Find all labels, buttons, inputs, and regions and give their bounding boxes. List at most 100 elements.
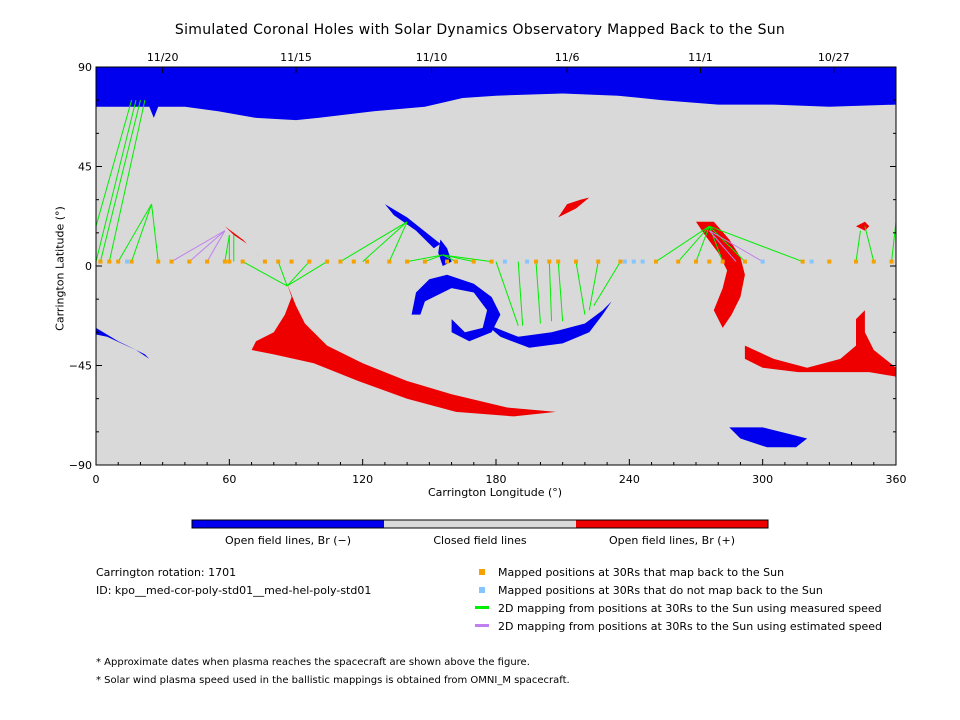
measured-mapping-line <box>388 221 408 262</box>
mapped-position-point <box>338 259 343 264</box>
mapped-position-point <box>405 259 410 264</box>
measured-mapping-line <box>131 203 153 262</box>
legend-mapped-label: Mapped positions at 30Rs that map back t… <box>498 566 785 579</box>
measured-mapping-line <box>855 230 861 262</box>
measured-mapping-line <box>442 254 457 263</box>
plot-area <box>96 67 896 465</box>
colorbar-closed <box>384 520 576 528</box>
mapped-position-point <box>574 259 578 264</box>
x-axis-label: Carrington Longitude (°) <box>427 486 563 499</box>
unmapped-position-point <box>622 259 627 264</box>
estimated-mapping-line <box>709 230 763 263</box>
mapped-position-point <box>827 259 832 264</box>
measured-mapping-line <box>442 254 492 263</box>
mapped-position-point <box>889 259 894 264</box>
mapped-position-point <box>707 259 712 264</box>
y-tick-label: −45 <box>69 360 92 373</box>
mapped-position-point <box>596 259 601 264</box>
legend-mapped-swatch <box>479 569 485 575</box>
measured-mapping-line <box>695 226 710 262</box>
mapped-position-point <box>489 259 494 264</box>
measured-mapping-line <box>709 225 803 263</box>
mapped-position-point <box>107 259 112 264</box>
legend-not-mapped-swatch <box>479 587 485 593</box>
coronal-hole-positive-9 <box>251 283 556 417</box>
mapped-position-point <box>422 259 427 264</box>
measured-mapping-line <box>277 261 288 287</box>
date-tick-label: 11/20 <box>147 51 179 64</box>
measured-mapping-line <box>151 204 159 262</box>
measured-mapping-line <box>95 100 133 227</box>
colorbar-frame <box>191 519 769 529</box>
estimated-mapping-line <box>171 230 226 263</box>
measured-mapping-line <box>593 261 621 307</box>
mapped-position-point <box>240 259 245 264</box>
y-axis-label: Carrington Latitude (°) <box>53 206 67 331</box>
unmapped-position-point <box>125 259 130 264</box>
measured-mapping-line <box>242 261 288 287</box>
date-tick-label: 11/10 <box>416 51 448 64</box>
mapped-position-point <box>129 259 134 264</box>
mapped-position-point <box>98 259 103 264</box>
unmapped-position-point <box>760 259 765 264</box>
legend-not-mapped-label: Mapped positions at 30Rs that do not map… <box>498 584 823 597</box>
mapped-position-point <box>116 259 121 264</box>
unmapped-position-point <box>809 259 814 264</box>
mapped-position-point <box>654 259 658 264</box>
measured-mapping-line <box>575 261 586 315</box>
y-tick-label: 90 <box>78 61 92 74</box>
mapped-position-point <box>289 259 294 264</box>
mapped-position-point <box>169 259 174 264</box>
mapped-position-point <box>325 259 330 264</box>
measured-mapping-line <box>99 100 141 262</box>
mapped-position-point <box>854 259 858 264</box>
measured-mapping-line <box>708 225 746 262</box>
mapped-position-point <box>187 259 192 264</box>
coronal-hole-negative-4 <box>411 274 501 342</box>
mapped-position-point <box>365 259 370 264</box>
mapped-position-point <box>547 259 552 264</box>
measured-mapping-line <box>286 261 328 287</box>
mapped-position-point <box>307 259 312 264</box>
mapped-position-point <box>276 259 281 264</box>
x-tick-label: 0 <box>93 473 100 486</box>
estimated-mapping-line <box>189 230 226 262</box>
measured-mapping-line <box>588 261 599 311</box>
legend-measured-swatch <box>475 606 489 609</box>
x-tick-label: 300 <box>752 473 773 486</box>
measured-mapping-line <box>864 226 875 262</box>
measured-mapping-line <box>407 254 443 263</box>
footnote-speed: * Solar wind plasma speed used in the ba… <box>96 675 570 686</box>
mapped-position-point <box>800 259 805 264</box>
mapped-position-point <box>676 259 681 264</box>
measured-mapping-line <box>495 261 519 326</box>
unmapped-position-point <box>631 259 636 264</box>
y-tick-label: −90 <box>69 459 92 472</box>
measured-mapping-line <box>655 225 710 262</box>
mapped-position-point <box>454 259 458 264</box>
measured-mapping-line <box>548 261 553 322</box>
carrington-rotation: Carrington rotation: 1701 <box>96 566 237 579</box>
measured-mapping-line <box>557 261 564 322</box>
measured-mapping-line <box>424 254 443 263</box>
unmapped-position-point <box>525 259 530 264</box>
measured-mapping-line <box>362 221 408 262</box>
colorbar-label-closed: Closed field lines <box>433 534 527 547</box>
colorbar-positive <box>576 520 768 528</box>
mapped-position-point <box>227 259 232 264</box>
y-tick-label: 0 <box>85 260 92 273</box>
unmapped-position-point <box>502 259 507 264</box>
coronal-hole-negative-2 <box>384 204 441 249</box>
footnote-dates: * Approximate dates when plasma reaches … <box>96 657 530 668</box>
coronal-hole-negative-6 <box>729 427 808 448</box>
coronal-hole-negative-3 <box>438 239 452 266</box>
x-tick-label: 180 <box>486 473 507 486</box>
date-tick-label: 11/15 <box>280 51 312 64</box>
x-tick-label: 60 <box>222 473 236 486</box>
y-tick-label: 45 <box>78 161 92 174</box>
measured-mapping-line <box>108 100 146 262</box>
date-tick-label: 10/27 <box>818 51 850 64</box>
measured-mapping-line <box>95 100 137 262</box>
mapped-position-point <box>618 259 623 264</box>
